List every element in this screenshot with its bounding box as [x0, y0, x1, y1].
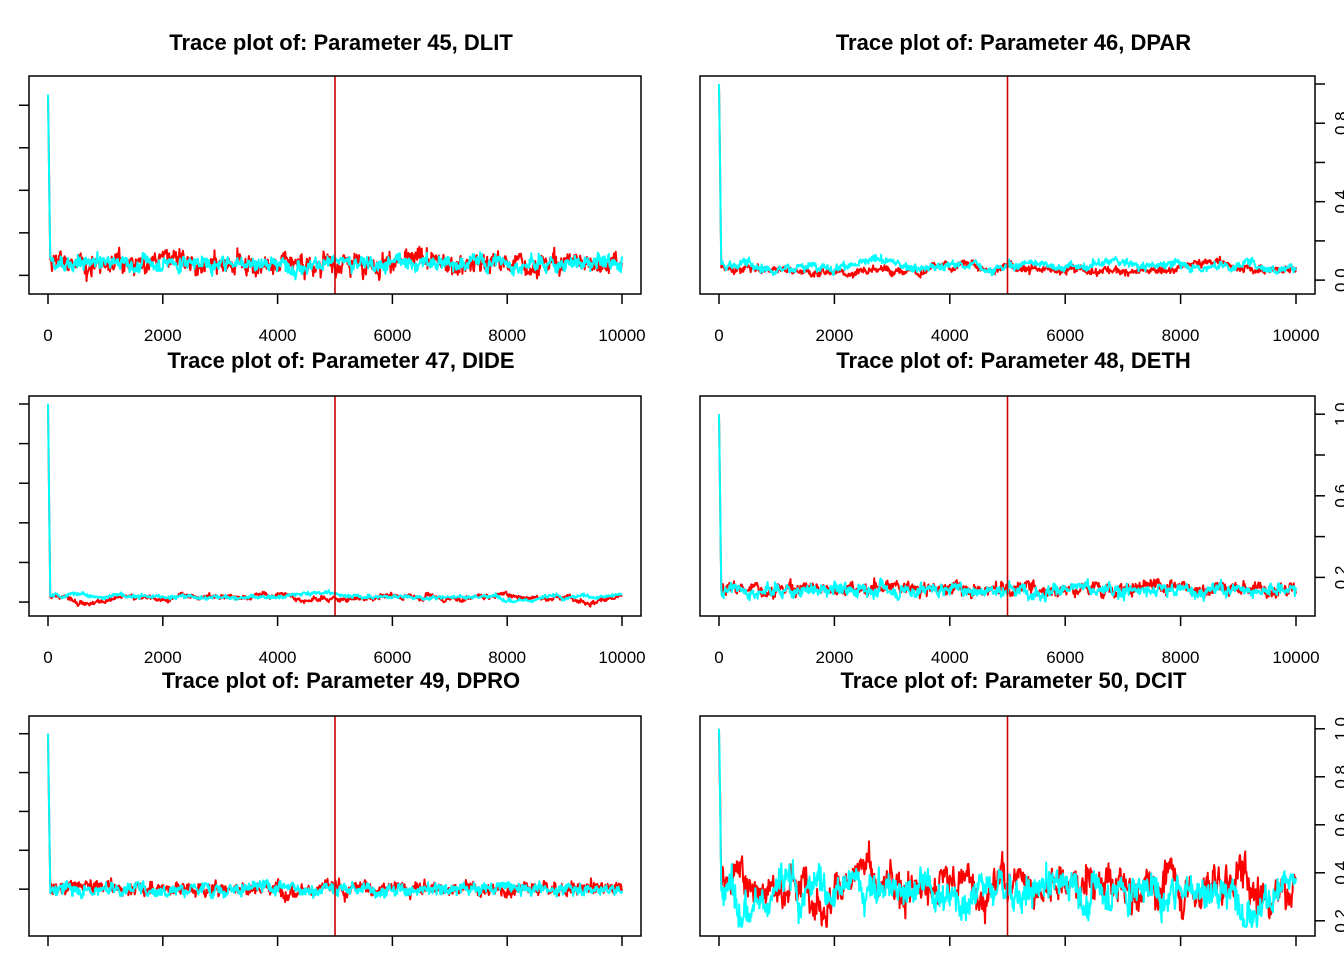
y-tick-label: 0.8: [1331, 111, 1344, 135]
trace-panel-5: Trace plot of: Parameter 49, DPRO: [19, 668, 642, 946]
panel-title: Trace plot of: Parameter 50, DCIT: [841, 668, 1188, 693]
y-tick-label: 0.6: [1331, 484, 1344, 508]
trace-panel-4: Trace plot of: Parameter 48, DETH 0 2000 40…: [699, 348, 1344, 667]
y-tick-label: 1.0: [1331, 402, 1344, 426]
x-tick-label: 10000: [598, 326, 645, 345]
x-tick-label: 0: [43, 326, 52, 345]
x-tick-label: 2000: [815, 648, 853, 667]
y-tick-label: 0.6: [1331, 813, 1344, 837]
x-tick-label: 10000: [1272, 648, 1319, 667]
x-tick-label: 2000: [815, 326, 853, 345]
x-tick-label: 4000: [259, 326, 297, 345]
trace-panel-1: Trace plot of: Parameter 45, DLIT 0 2000 40…: [19, 30, 646, 345]
plot-frame: [28, 395, 642, 617]
y-tick-label: 0.2: [1331, 909, 1344, 933]
x-tick-label: 0: [714, 648, 723, 667]
x-tick-label: 4000: [259, 648, 297, 667]
plot-frame: [699, 715, 1316, 937]
x-tick-label: 0: [714, 326, 723, 345]
x-tick-label: 10000: [1272, 326, 1319, 345]
x-tick-label: 2000: [144, 326, 182, 345]
trace-panel-6: Trace plot of: Parameter 50, DCIT 0.2 0.4 0…: [699, 668, 1344, 946]
panel-title: Trace plot of: Parameter 46, DPAR: [836, 30, 1191, 55]
plot-frame: [28, 715, 642, 937]
panel-title: Trace plot of: Parameter 49, DPRO: [162, 668, 520, 693]
x-tick-label: 6000: [373, 648, 411, 667]
x-tick-label: 8000: [488, 326, 526, 345]
x-tick-label: 2000: [144, 648, 182, 667]
x-tick-label: 4000: [931, 648, 969, 667]
y-tick-label: 0.4: [1331, 861, 1344, 885]
panel-title: Trace plot of: Parameter 47, DIDE: [167, 348, 514, 373]
plot-frame: [28, 75, 642, 295]
trace-panel-3: Trace plot of: Parameter 47, DIDE 0 2000 40…: [19, 348, 646, 667]
plot-frame: [699, 75, 1316, 295]
y-tick-label: 0.0: [1331, 268, 1344, 292]
x-tick-label: 10000: [598, 648, 645, 667]
plot-frame: [699, 395, 1316, 617]
panel-title: Trace plot of: Parameter 45, DLIT: [169, 30, 513, 55]
trace-panel-2: Trace plot of: Parameter 46, DPAR 0 2000 40…: [699, 30, 1344, 345]
x-tick-label: 4000: [931, 326, 969, 345]
y-tick-label: 1.0: [1331, 717, 1344, 741]
x-tick-label: 6000: [373, 326, 411, 345]
x-tick-label: 6000: [1046, 648, 1084, 667]
y-tick-label: 0.4: [1331, 190, 1344, 214]
x-tick-label: 8000: [488, 648, 526, 667]
x-tick-label: 8000: [1162, 326, 1200, 345]
y-tick-label: 0.8: [1331, 765, 1344, 789]
x-tick-label: 6000: [1046, 326, 1084, 345]
x-tick-label: 8000: [1162, 648, 1200, 667]
panel-title: Trace plot of: Parameter 48, DETH: [836, 348, 1191, 373]
y-tick-label: 0.2: [1331, 566, 1344, 590]
x-tick-label: 0: [43, 648, 52, 667]
